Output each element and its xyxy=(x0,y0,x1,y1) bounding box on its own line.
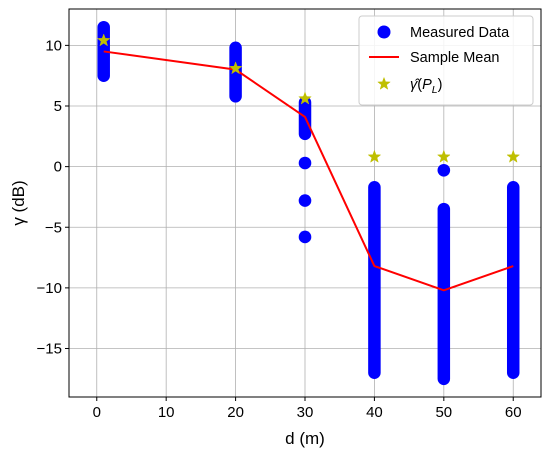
x-tick-label: 30 xyxy=(297,404,314,421)
legend-marker-measured xyxy=(377,25,391,39)
pl-hat-marker xyxy=(96,33,111,47)
x-tick-label: 10 xyxy=(158,404,175,421)
measured-data-point xyxy=(298,230,312,244)
sample-mean-line xyxy=(103,50,514,292)
plot-content xyxy=(96,20,521,386)
legend-label-pl-hat-p: P xyxy=(422,77,432,93)
legend-box xyxy=(358,15,534,106)
y-tick-label: −10 xyxy=(37,280,62,297)
legend-label-mean: Sample Mean xyxy=(410,50,499,66)
y-tick-label: −5 xyxy=(45,219,62,236)
legend: Measured Data Sample Mean γ̂(PL) xyxy=(358,15,534,106)
y-tick-label: −15 xyxy=(37,341,62,358)
x-tick-label: 50 xyxy=(435,404,452,421)
measured-data-point xyxy=(298,156,312,170)
pl-hat-marker xyxy=(228,61,243,75)
pl-hat-marker xyxy=(506,149,521,163)
pl-hat-marker xyxy=(367,149,382,163)
axis-ticks: 0 10 20 30 40 50 60 −15 −10 −5 0 5 10 xyxy=(37,37,522,421)
legend-marker-pl-hat xyxy=(377,76,391,90)
x-tick-label: 40 xyxy=(366,404,383,421)
measured-data-point xyxy=(437,163,451,177)
measured-data-point xyxy=(298,194,312,207)
x-tick-label: 20 xyxy=(227,404,244,421)
legend-label-pl-hat: γ̂(PL) xyxy=(410,77,442,96)
x-axis-label: d (m) xyxy=(285,429,325,448)
legend-label-pl-hat-open: ( xyxy=(417,77,422,93)
x-tick-label: 0 xyxy=(93,404,101,421)
legend-label-pl-hat-gamma: γ̂ xyxy=(410,77,420,93)
x-tick-label: 60 xyxy=(505,404,522,421)
pl-hat-marker xyxy=(298,91,312,105)
legend-label-pl-hat-close: ) xyxy=(438,77,443,93)
y-tick-label: 5 xyxy=(54,98,62,115)
y-axis-label: γ (dB) xyxy=(9,180,28,225)
pl-hat-marker xyxy=(436,149,451,163)
y-tick-label: 0 xyxy=(54,159,62,176)
legend-label-measured: Measured Data xyxy=(410,25,510,41)
legend-label-pl-hat-sub: L xyxy=(432,84,438,96)
y-tick-label: 10 xyxy=(45,37,62,54)
